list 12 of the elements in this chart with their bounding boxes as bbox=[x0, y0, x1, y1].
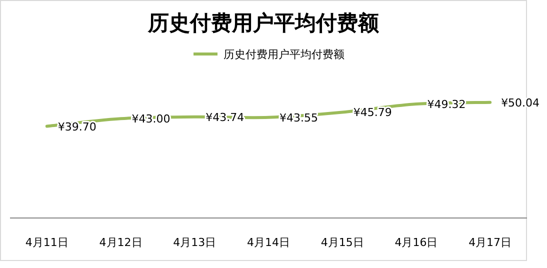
x-tick-label: 4月12日 bbox=[99, 236, 142, 249]
x-tick-label: 4月17日 bbox=[468, 236, 512, 249]
chart-title: 历史付费用户平均付费额 bbox=[147, 10, 380, 35]
x-tick-label: 4月15日 bbox=[320, 236, 364, 249]
legend-label: 历史付费用户平均付费额 bbox=[224, 48, 344, 61]
x-tick-label: 4月14日 bbox=[247, 236, 290, 249]
data-label: ¥45.79 bbox=[353, 106, 392, 120]
data-label: ¥50.04 bbox=[501, 96, 540, 110]
x-tick-label: 4月16日 bbox=[394, 236, 438, 249]
x-tick-label: 4月11日 bbox=[25, 236, 68, 249]
data-label: ¥39.70 bbox=[58, 120, 96, 134]
x-tick-label: 4月13日 bbox=[173, 236, 216, 249]
